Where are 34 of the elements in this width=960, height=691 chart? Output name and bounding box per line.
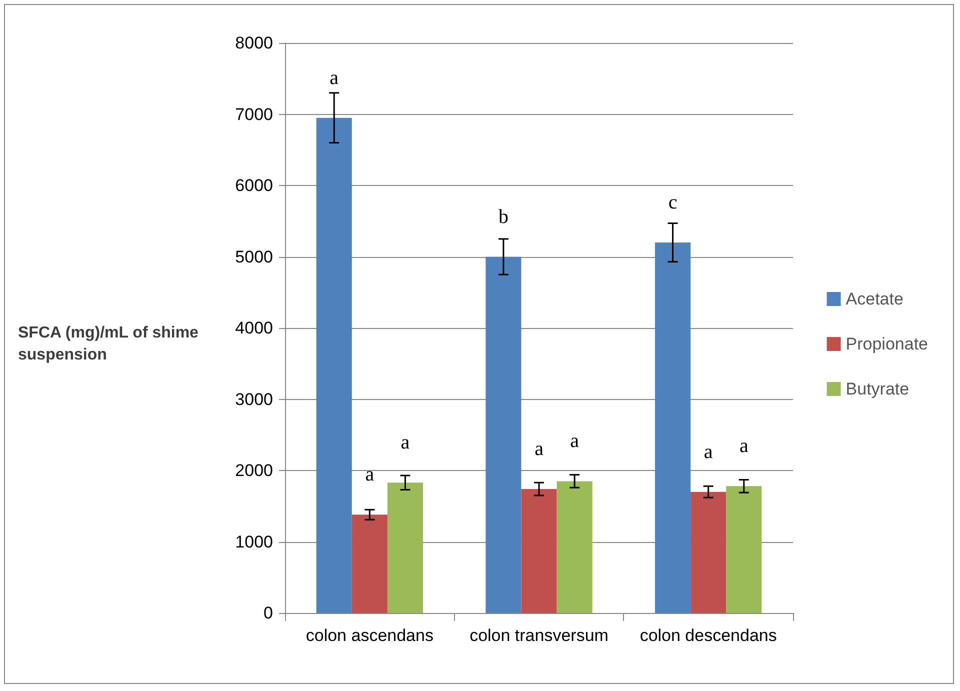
x-tick-label: colon descendans: [640, 626, 777, 645]
x-tick-label: colon transversum: [470, 626, 608, 645]
data-label: a: [365, 464, 374, 486]
y-tick-label: 0: [264, 604, 273, 622]
legend-label: Acetate: [846, 290, 904, 308]
y-tick-label: 4000: [235, 318, 273, 338]
data-label: a: [400, 432, 410, 454]
y-tick-label: 2000: [235, 461, 273, 480]
data-label: c: [668, 192, 678, 214]
y-tick-label: 7000: [235, 104, 273, 124]
y-axis-title: SFCA (mg)/mL of shime suspension: [18, 324, 203, 364]
data-label: a: [704, 440, 713, 463]
data-label: a: [330, 66, 339, 89]
bar: [690, 492, 726, 613]
y-tick-label: 6000: [235, 176, 273, 195]
y-tick-label: 1000: [235, 532, 273, 552]
bar: [316, 118, 352, 613]
x-tick-label: colon ascendans: [306, 626, 434, 645]
data-label: a: [739, 435, 748, 458]
y-tick-label: 8000: [235, 34, 273, 52]
bar: [556, 481, 592, 613]
data-label: a: [570, 430, 580, 452]
bar: [521, 489, 557, 613]
legend-label: Butyrate: [846, 380, 910, 398]
bar: [654, 242, 691, 613]
bar: [726, 486, 762, 613]
bar: [352, 514, 388, 613]
y-tick-label: 3000: [235, 390, 273, 409]
bar: [387, 482, 424, 613]
bar: [486, 256, 522, 613]
data-label: b: [498, 206, 508, 228]
legend-label: Propionate: [846, 334, 928, 354]
data-label: a: [534, 438, 544, 460]
y-tick-label: 5000: [235, 247, 273, 266]
